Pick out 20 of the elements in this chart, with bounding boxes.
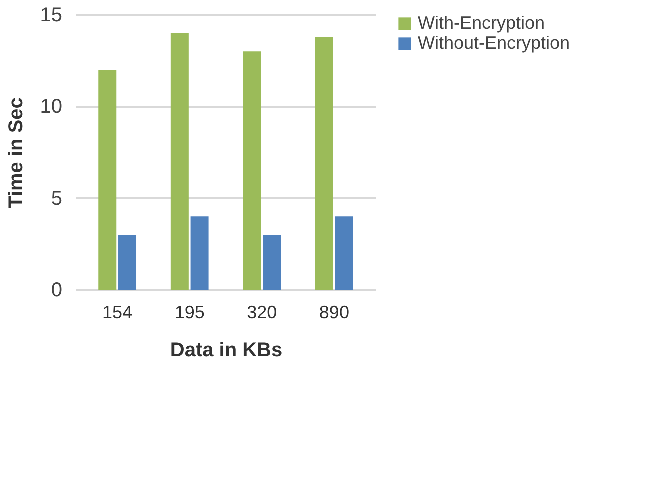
bar — [315, 37, 334, 290]
bar — [170, 33, 189, 290]
y-tick-label: 0 — [51, 280, 62, 302]
bar — [118, 235, 137, 290]
y-tick-label: 15 — [40, 4, 62, 26]
y-tick-label: 5 — [51, 188, 62, 210]
x-tick-label: 890 — [319, 302, 350, 322]
bar — [98, 70, 117, 290]
bar — [243, 52, 262, 290]
legend-label: Without-Encryption — [418, 33, 570, 53]
legend-label: With-Encryption — [418, 13, 546, 33]
x-tick-label: 195 — [174, 302, 205, 322]
x-tick-label: 154 — [102, 302, 133, 322]
bar — [190, 216, 209, 290]
bar — [263, 235, 282, 290]
bar — [335, 216, 354, 290]
x-axis-title: Data in KBs — [170, 340, 283, 362]
y-axis-title: Time in Sec — [5, 98, 28, 208]
x-tick-label: 320 — [247, 302, 278, 322]
y-tick-label: 10 — [40, 96, 62, 118]
